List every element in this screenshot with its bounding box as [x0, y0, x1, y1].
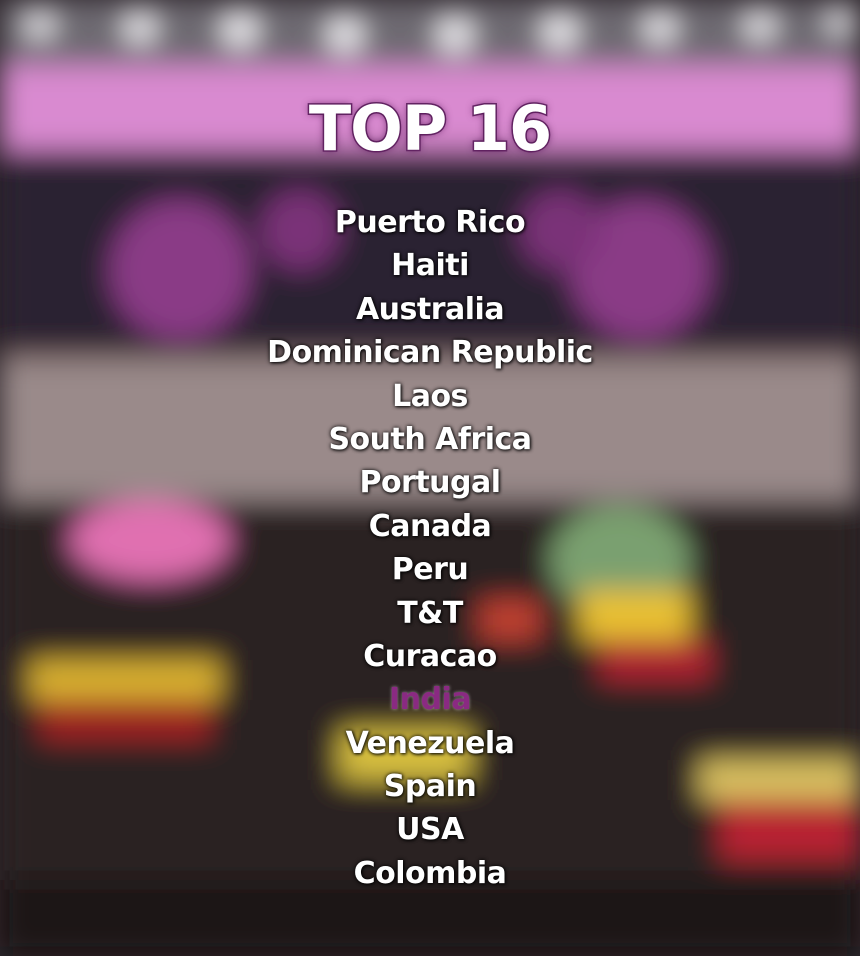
country-name: USA	[396, 812, 464, 848]
country-name: Portugal	[359, 465, 501, 501]
country-name: Dominican Republic	[267, 335, 593, 371]
country-list: Puerto Rico Haiti Australia Dominican Repub…	[0, 201, 860, 895]
country-name: Curacao	[363, 638, 497, 674]
country-name: Peru	[391, 552, 469, 588]
country-name: India	[388, 682, 472, 718]
country-name: Laos	[392, 378, 468, 414]
country-name: T&T	[397, 595, 463, 631]
country-name: Venezuela	[345, 725, 515, 761]
country-name: Canada	[368, 508, 492, 544]
country-name: Puerto Rico	[334, 205, 526, 240]
country-name: Spain	[383, 769, 477, 805]
country-name: Colombia	[353, 855, 507, 891]
country-name: Haiti	[391, 248, 469, 284]
title: TOP 16	[307, 91, 553, 167]
country-name: Australia	[355, 291, 505, 327]
country-name: South Africa	[328, 421, 532, 457]
